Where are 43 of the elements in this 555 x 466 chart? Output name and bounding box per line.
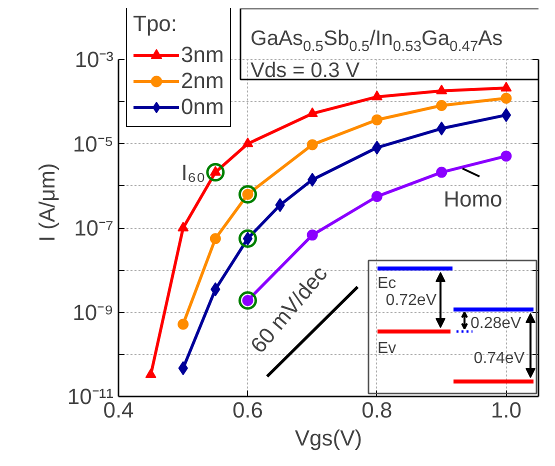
point — [371, 190, 382, 202]
point — [242, 137, 254, 148]
annotation: Vds = 0.3 V — [250, 59, 360, 82]
y-tick-label: 10⁻⁵ — [72, 131, 114, 156]
legend-label: 2nm — [181, 68, 224, 94]
y-axis-title: I (A/μm) — [34, 163, 60, 242]
point — [145, 368, 156, 378]
point — [500, 82, 512, 92]
annotation: 0.74eV — [474, 350, 525, 367]
point — [306, 230, 318, 241]
annotation: Ev — [378, 340, 396, 357]
x-tick-label: 0.6 — [232, 398, 264, 422]
point — [500, 92, 512, 104]
point — [238, 185, 257, 204]
point — [371, 90, 382, 100]
point — [178, 318, 189, 330]
y-tick-label: 10⁻³ — [74, 47, 114, 72]
annotation: Homo — [444, 186, 502, 212]
point — [238, 229, 257, 248]
legend-title: Tpo: — [133, 11, 178, 37]
point — [178, 222, 189, 232]
x-tick-label: 0.8 — [362, 398, 392, 422]
point — [436, 100, 448, 111]
point — [436, 84, 448, 94]
legend-label: 3nm — [181, 42, 224, 68]
y-tick-label: 10⁻⁷ — [74, 216, 114, 240]
point — [500, 150, 512, 162]
annotation: 0.72eV — [386, 292, 437, 309]
point — [371, 114, 382, 126]
x-tick-label: 1.0 — [490, 398, 522, 422]
point — [238, 291, 257, 310]
x-axis-title: Vgs(V) — [294, 426, 362, 450]
point — [306, 107, 318, 117]
legend-label: 0nm — [181, 94, 224, 120]
point — [501, 108, 512, 122]
annotation: Ec — [378, 275, 396, 292]
point — [436, 166, 448, 178]
annotation: I₆₀ — [181, 160, 206, 185]
point — [210, 233, 221, 244]
point — [306, 139, 318, 150]
annotation: 0.28eV — [470, 315, 522, 332]
y-tick-label: 10⁻⁹ — [72, 300, 114, 325]
point — [206, 163, 225, 182]
